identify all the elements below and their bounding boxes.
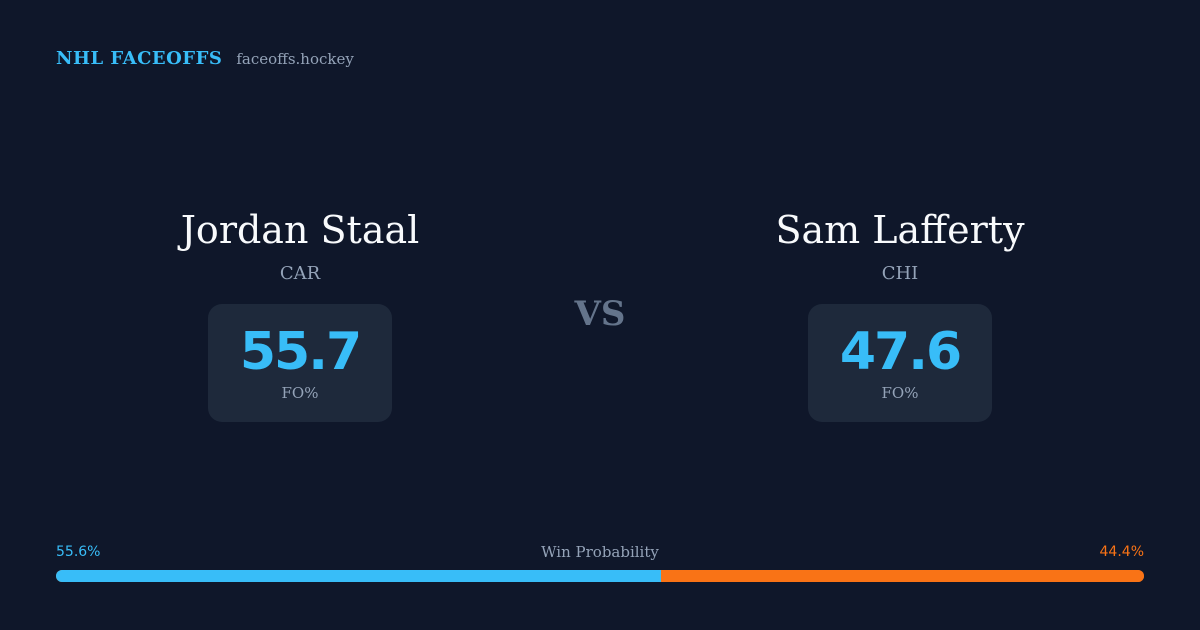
player-right-fo-label: FO% xyxy=(881,384,919,402)
win-probability-labels: 55.6% Win Probability 44.4% xyxy=(56,542,1144,562)
player-right-fo-value: 47.6 xyxy=(839,322,962,382)
player-right-panel: Sam Lafferty CHI 47.6 FO% xyxy=(700,200,1100,422)
win-probability-title: Win Probability xyxy=(541,543,659,561)
player-left-name: Jordan Staal xyxy=(180,208,420,252)
win-probability-bar-left xyxy=(56,570,661,582)
win-probability-right-label: 44.4% xyxy=(1099,544,1144,560)
brand-domain: faceoffs.hockey xyxy=(236,50,354,68)
player-right-team: CHI xyxy=(881,263,919,284)
brand-name: NHL FACEOFFS xyxy=(56,48,223,69)
player-left-team: CAR xyxy=(279,263,321,284)
brand-header: NHL FACEOFFS faceoffs.hockey xyxy=(56,48,354,69)
vs-label: VS xyxy=(574,294,626,334)
win-probability-bar-right xyxy=(660,570,1144,582)
player-left-stat-card: 55.7 FO% xyxy=(207,304,393,422)
player-left-fo-value: 55.7 xyxy=(239,322,362,382)
player-right-stat-card: 47.6 FO% xyxy=(807,304,993,422)
player-right-name: Sam Lafferty xyxy=(775,208,1025,252)
win-probability-bar xyxy=(56,570,1144,582)
player-left-fo-label: FO% xyxy=(281,384,319,402)
player-left-panel: Jordan Staal CAR 55.7 FO% xyxy=(100,200,500,422)
win-probability-left-label: 55.6% xyxy=(56,544,101,560)
